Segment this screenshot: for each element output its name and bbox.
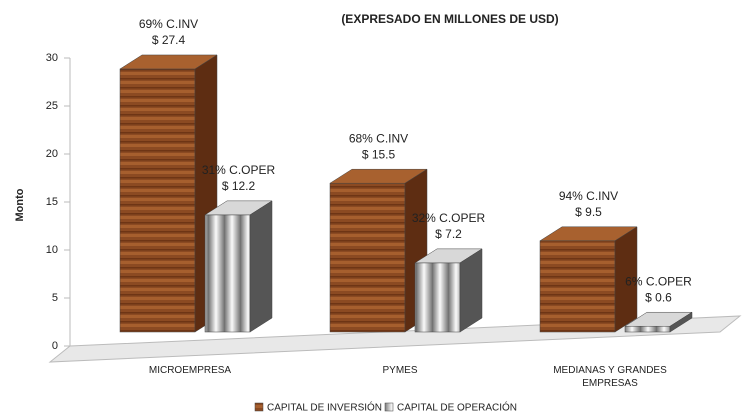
y-tick-label: 10 — [46, 244, 58, 256]
y-tick-label: 20 — [46, 148, 58, 160]
bar-face — [119, 68, 196, 333]
y-tick-label: 25 — [46, 100, 58, 112]
bar-face — [329, 182, 406, 333]
bar — [624, 311, 693, 333]
x-tick-label: MEDIANAS Y GRANDES EMPRESAS — [553, 365, 667, 389]
bar — [329, 168, 428, 333]
data-label: $ 27.4 — [152, 33, 186, 47]
bar-face — [459, 248, 483, 333]
share-label: 31% C.OPER — [202, 163, 276, 177]
legend-swatch — [384, 402, 394, 412]
share-label: 32% C.OPER — [412, 211, 486, 225]
bar-face — [414, 262, 461, 333]
bar-face — [204, 214, 251, 333]
bar — [119, 54, 218, 333]
data-label: $ 7.2 — [435, 227, 462, 241]
data-label: $ 12.2 — [222, 179, 256, 193]
chart-subtitle: (EXPRESADO EN MILLONES DE USD) — [341, 12, 558, 26]
y-axis-label: Monto — [14, 188, 26, 221]
legend-label: CAPITAL DE INVERSIÓN — [267, 401, 382, 414]
y-tick-label: 15 — [46, 196, 58, 208]
bar-face — [249, 200, 273, 333]
y-tick-label: 5 — [52, 292, 58, 304]
y-tick-label: 30 — [46, 52, 58, 64]
bar-face — [669, 311, 693, 333]
bar — [539, 226, 638, 333]
bar-face — [614, 226, 638, 333]
share-label: 69% C.INV — [139, 17, 198, 31]
bar — [414, 248, 483, 333]
share-label: 68% C.INV — [349, 131, 408, 145]
data-label: $ 9.5 — [575, 205, 602, 219]
bar-face — [624, 325, 671, 333]
legend-swatch — [254, 402, 264, 412]
data-label: $ 15.5 — [362, 147, 396, 161]
data-label: $ 0.6 — [645, 290, 672, 304]
bar-face — [539, 240, 616, 333]
legend-label: CAPITAL DE OPERACIÓN — [397, 401, 517, 414]
share-label: 6% C.OPER — [625, 274, 692, 288]
x-tick-label: PYMES — [382, 365, 418, 376]
share-label: 94% C.INV — [559, 189, 618, 203]
bar — [204, 200, 273, 333]
y-tick-label: 0 — [52, 340, 58, 352]
x-tick-label: MICROEMPRESA — [148, 365, 232, 376]
